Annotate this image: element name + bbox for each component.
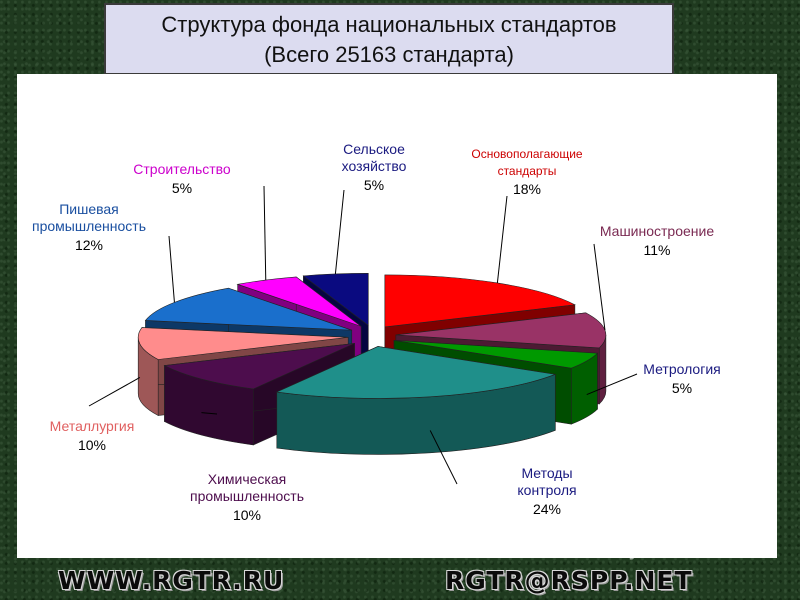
footer-email: RGTR@RSPP.NET (445, 566, 693, 595)
leader-line (334, 189, 345, 275)
slice-value-label: 18% (513, 181, 541, 197)
chart-title: Структура фонда национальных стандартов (161, 12, 617, 37)
leader-line (263, 185, 267, 281)
slice-label: Метрология (643, 361, 720, 377)
leader-line (586, 373, 638, 396)
leader-line (201, 412, 218, 415)
slice-label: Методы контроля (517, 465, 576, 498)
pie-chart: Основополагающие стандарты 18% Машиностроен… (32, 141, 721, 523)
slice-label: Машиностроение (600, 223, 714, 239)
watermark: MyShared (610, 536, 715, 560)
leader-line (593, 243, 606, 331)
leader-line (88, 377, 141, 407)
slice-label: Пишевая промышленность (32, 201, 146, 234)
footer-website: WWW.RGTR.RU (58, 566, 285, 595)
chart-title-box: Структура фонда национальных стандартов … (104, 3, 674, 75)
slice-value-label: 10% (233, 507, 261, 523)
slice-value-label: 5% (672, 380, 692, 396)
slice-label: Строительство (133, 161, 231, 177)
slice-label: Металлургия (50, 418, 135, 434)
slice-value-label: 5% (172, 180, 192, 196)
slice-value-label: 10% (78, 437, 106, 453)
slice-value-label: 24% (533, 501, 561, 517)
pie-slice (163, 342, 355, 446)
slice-label: Сельское хозяйство (342, 141, 407, 174)
leader-line (429, 430, 458, 485)
pie-slice (275, 345, 557, 455)
slice-label: Основополагающие стандарты (471, 147, 582, 178)
leader-line (496, 195, 508, 284)
chart-subtitle: (Всего 25163 стандарта) (264, 42, 514, 67)
chart-panel: Основополагающие стандарты 18% Машиностроен… (17, 74, 777, 558)
slice-value-label: 5% (364, 177, 384, 193)
slice-value-label: 12% (75, 237, 103, 253)
slice-value-label: 11% (644, 242, 671, 258)
slice-label: Химическая промышленность (190, 471, 304, 504)
leader-line (168, 235, 175, 303)
